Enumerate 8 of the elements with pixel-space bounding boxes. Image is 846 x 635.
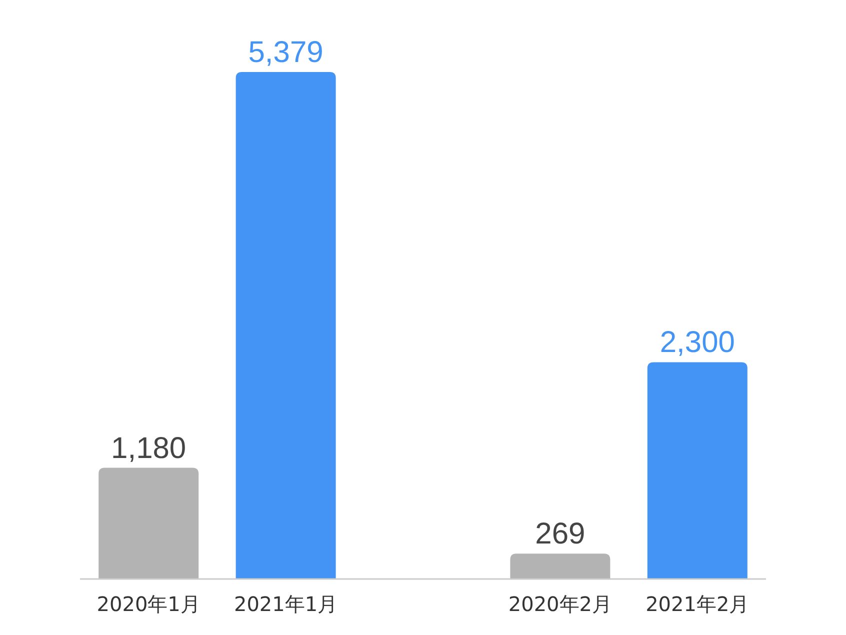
x-tick-label: 2021年2月 — [646, 592, 750, 616]
data-label: 269 — [535, 518, 586, 551]
x-tick-label: 2020年1月 — [96, 592, 200, 616]
data-label: 5,379 — [248, 36, 324, 69]
data-label: 1,180 — [111, 432, 186, 465]
data-label: 2,300 — [660, 326, 735, 360]
x-tick-label: 2020年2月 — [508, 592, 612, 616]
x-tick-label: 2021年1月 — [234, 592, 338, 616]
